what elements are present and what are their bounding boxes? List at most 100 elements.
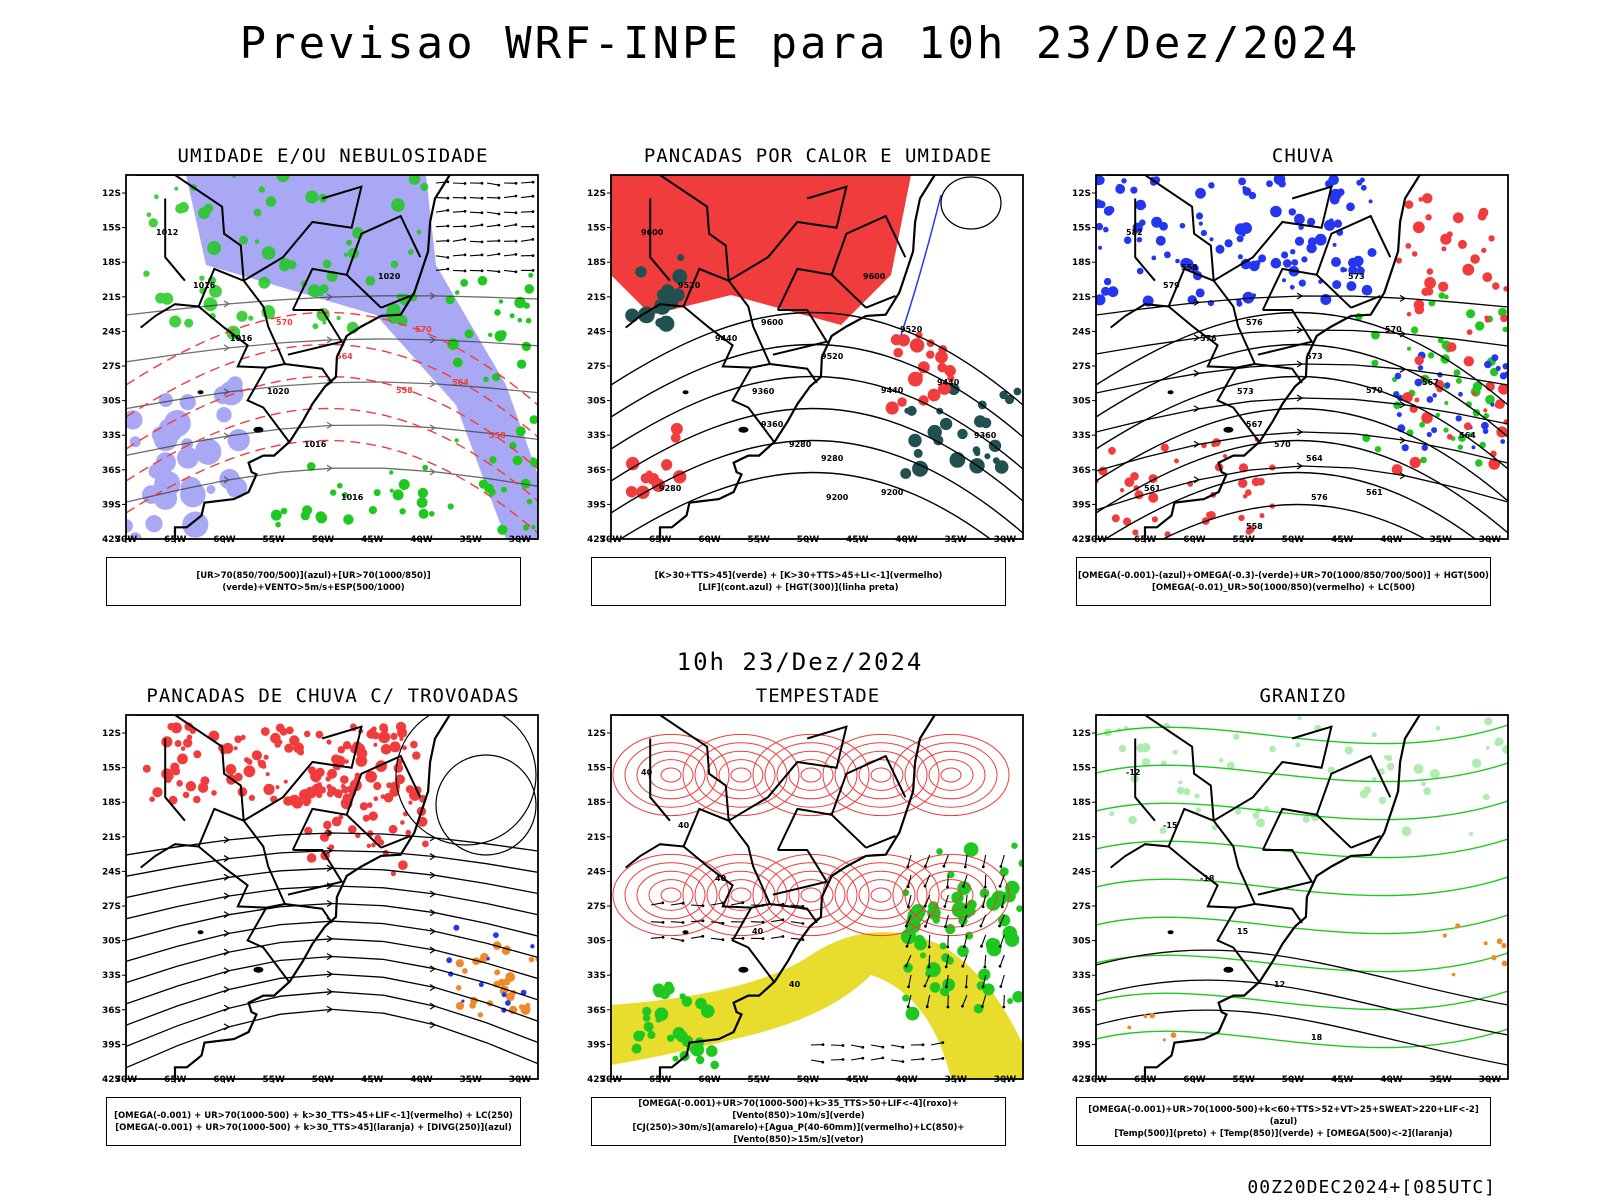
legend-line-2: [OMEGA(-0.001) + UR>70(1000-500) + k>30_… [115,1122,512,1133]
mid-timestamp: 10h 23/Dez/2024 [676,648,924,676]
x-tick-label: 45W [361,535,384,543]
map-borders [1105,175,1422,539]
x-tick-label: 50W [1282,535,1305,543]
y-tick-label: 42S [102,1075,121,1083]
x-tick-label: 30W [509,1075,532,1083]
y-tick-label: 15S [1072,224,1091,234]
y-tick-label: 33S [587,971,606,981]
panel-title: TEMPESTADE [755,685,881,707]
y-tick-label: 21S [102,833,121,843]
x-tick-label: 65W [164,535,187,543]
y-tick-label: 30S [102,397,121,407]
contour-label: 40 [678,821,690,830]
x-tick-label: 60W [698,1075,721,1083]
contour-label: 573 [1306,352,1323,361]
legend-line-1: [OMEGA(-0.001)-(azul)+OMEGA(-0.3)-(verde… [1078,570,1489,581]
x-tick-label: 45W [846,535,869,543]
x-tick-label: 30W [1479,535,1502,543]
contour-label: 40 [715,874,727,883]
map-frame [1095,174,1509,540]
y-tick-label: 21S [1072,833,1091,843]
contour-label: 561 [1144,484,1161,493]
x-tick-label: 70W [1085,1075,1108,1083]
y-tick-label: 15S [102,764,121,774]
contour-label: 558 [1246,522,1263,531]
y-tick-label: 42S [1072,1075,1091,1083]
y-tick-label: 42S [102,535,121,543]
x-tick-label: 30W [994,1075,1017,1083]
contour-label: 9440 [881,386,904,395]
legend-line-1: [OMEGA(-0.001) + UR>70(1000-500) + k>30_… [114,1110,513,1121]
legend-line-1: [OMEGA(-0.001)+UR>70(1000-500)+k>35_TTS>… [638,1098,959,1121]
legend-tempestade: [OMEGA(-0.001)+UR>70(1000-500)+k>35_TTS>… [591,1097,1006,1146]
y-tick-label: 36S [1072,466,1091,476]
x-tick-label: 40W [895,535,918,543]
contour-label: 9600 [863,272,886,281]
contour-label: 567 [1422,378,1439,387]
contour-label: 576 [1311,493,1328,502]
legend-line-2: [CJ(250)>30m/s](amarelo)+[Agua_P(40-60mm… [632,1122,965,1145]
map-granizo[interactable]: 12S 15S 18S 21S 24S 27S 30S 33S 36S 39S 42S 70W 65W 6… [1068,711,1538,1083]
x-tick-label: 35W [460,535,483,543]
map-pancadas-calor[interactable]: 9600 9520 9440 9360 9280 9200 12S 15S 18S 21S 24S 2… [583,171,1053,543]
x-tick-label: 45W [361,1075,384,1083]
map-borders [135,175,452,539]
x-tick-label: 70W [115,535,138,543]
y-tick-label: 42S [1072,535,1091,543]
map-frame [1095,714,1509,1080]
y-tick-label: 21S [587,293,606,303]
x-tick-label: 70W [600,535,623,543]
y-tick-label: 42S [587,535,606,543]
contour-label: 1016 [230,334,253,343]
x-tick-label: 65W [164,1075,187,1083]
contour-label: 558 [1181,263,1198,272]
x-tick-label: 65W [649,1075,672,1083]
contour-label: 9280 [789,440,812,449]
panel-title: PANCADAS POR CALOR E UMIDADE [643,145,993,167]
map-svg: 570 564 558 12S 15S 18S 21S 24S 27S 30S 33S 36S 39S 4… [102,174,539,543]
contour-label: 1016 [193,281,216,290]
contour-label: 582 [1126,228,1143,237]
panel-title: PANCADAS DE CHUVA C/ TROVOADAS [146,685,520,707]
contour-label: 564 [1306,454,1323,463]
map-chuva[interactable]: 576 573 570 567 564 561 558 12S 15S 18S 21S 24S 27S 3… [1068,171,1538,543]
contour-label: 9600 [761,318,784,327]
y-tick-label: 39S [587,1040,606,1050]
contour-label: 579 [1163,281,1180,290]
x-tick-label: 70W [115,1075,138,1083]
contour-label: 40 [641,768,653,777]
contour-label: 567 [1246,420,1263,429]
map-frame [610,174,1024,540]
y-tick-label: 12S [1072,189,1091,199]
y-tick-label: 12S [1072,729,1091,739]
contour-label: 18 [1311,1033,1323,1042]
contour-label: 40 [752,927,764,936]
legend-line-1: [K>30+TTS>45](verde) + [K>30+TTS>45+LI<-… [654,570,943,581]
contour-label: 9360 [761,420,784,429]
map-tempestade[interactable]: 12S 15S 18S 21S 24S 27S 30S 33S 36S 39S 42S 70W 65W 6… [583,711,1053,1083]
contour-label: 564 [336,352,353,361]
map-layers [1096,715,1508,1079]
contour-label: -15 [1163,821,1178,830]
y-tick-label: 39S [102,1040,121,1050]
x-tick-label: 50W [797,1075,820,1083]
x-tick-label: 45W [1331,1075,1354,1083]
y-tick-label: 36S [587,1006,606,1016]
y-tick-label: 18S [1072,258,1091,268]
legend-line-1: [OMEGA(-0.001)+UR>70(1000-500)+k<60+TTS>… [1088,1104,1479,1127]
map-umidade[interactable]: 570 564 558 12S 15S 18S 21S 24S 27S 30S 33S 36S 39S 4… [98,171,568,543]
x-tick-label: 60W [698,535,721,543]
contour-label: 1012 [156,228,178,237]
x-tick-label: 55W [1233,1075,1256,1083]
map-trovoadas[interactable]: 12S 15S 18S 21S 24S 27S 30S 33S 36S 39S 42S 70W 65W 6… [98,711,568,1083]
y-tick-label: 24S [1072,867,1091,877]
contour-label: 9520 [821,352,844,361]
x-tick-label: 40W [895,1075,918,1083]
x-tick-label: 65W [1134,1075,1157,1083]
y-tick-label: 15S [1072,764,1091,774]
y-tick-label: 12S [102,189,121,199]
map-borders [620,715,937,1079]
legend-line-1: [UR>70(850/700/500)](azul)+[UR>70(1000/8… [196,570,431,593]
contour-label: 570 [1385,325,1402,334]
y-tick-label: 39S [102,500,121,510]
